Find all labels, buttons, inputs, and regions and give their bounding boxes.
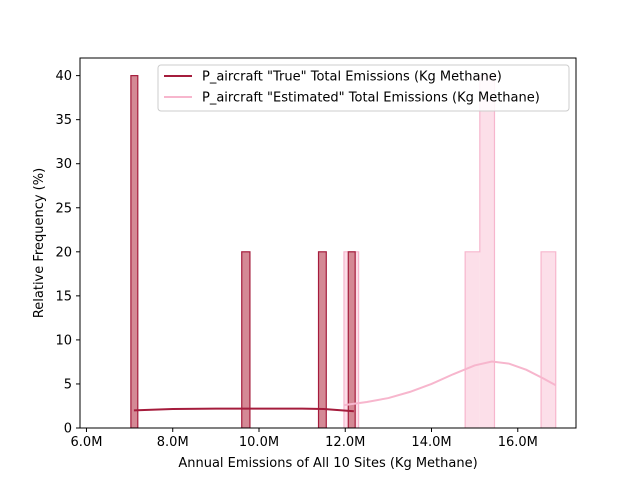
estimated-bin-1 [465,251,480,428]
legend-frame [157,64,570,112]
true-bin-2 [317,251,327,428]
histogram-bars [130,75,557,428]
true-bin-1 [241,251,251,428]
true-bin-3 [347,251,356,428]
x-tick-label: 16.0M [498,435,538,450]
estimated-bin-3 [541,251,556,428]
estimated-kde-line [343,360,557,407]
y-tick-label: 25 [55,201,72,216]
y-tick-label: 0 [64,422,72,437]
x-tick-label: 14.0M [411,435,451,450]
y-tick-label: 20 [55,245,72,260]
y-axis-ticks: 0 5 10 15 20 25 30 35 40 [55,69,80,437]
plot-frame [79,57,577,429]
legend: P_aircraft "True" Total Emissions (Kg Me… [157,64,570,112]
y-tick-label: 30 [55,157,72,172]
legend-label-true: P_aircraft "True" Total Emissions (Kg Me… [202,70,502,85]
x-tick-label: 8.0M [157,435,189,450]
x-axis-label: Annual Emissions of All 10 Sites (Kg Met… [178,456,477,471]
true-kde-line [133,407,354,413]
y-tick-label: 40 [55,69,72,84]
estimated-bin-2 [479,75,495,428]
kde-curves [133,360,557,413]
x-tick-label: 6.0M [71,435,103,450]
y-tick-label: 15 [55,289,72,304]
legend-label-estimated: P_aircraft "Estimated" Total Emissions (… [202,91,540,106]
y-tick-label: 5 [64,377,72,392]
x-axis-ticks: 6.0M 8.0M 10.0M 12.0M 14.0M 16.0M [71,428,538,450]
y-tick-label: 10 [55,333,72,348]
y-tick-label: 35 [55,113,72,128]
x-tick-label: 10.0M [239,435,279,450]
x-tick-label: 12.0M [325,435,365,450]
true-bin-0 [130,75,139,428]
y-axis-label: Relative Frequency (%) [32,168,47,318]
